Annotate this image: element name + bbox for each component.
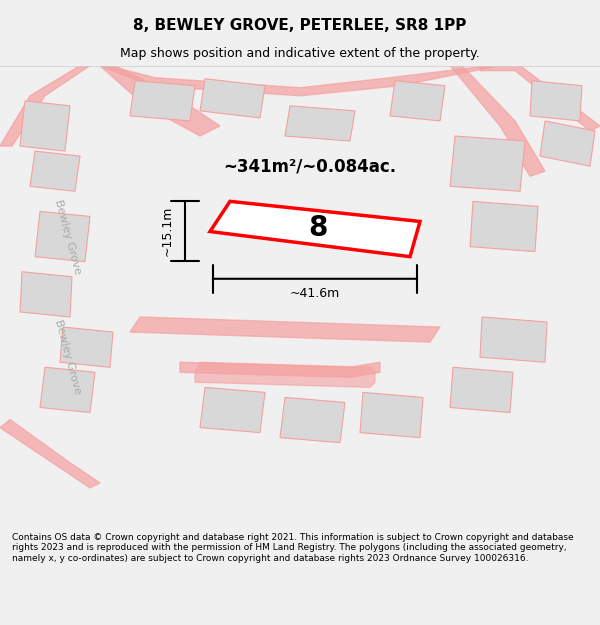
Text: Bewley Grove: Bewley Grove <box>53 319 83 396</box>
Text: ~41.6m: ~41.6m <box>290 288 340 301</box>
Polygon shape <box>200 79 265 118</box>
Polygon shape <box>390 81 445 121</box>
Polygon shape <box>210 201 420 257</box>
Polygon shape <box>450 136 525 191</box>
Text: Bewley Grove: Bewley Grove <box>53 198 83 275</box>
Polygon shape <box>40 368 95 413</box>
Polygon shape <box>540 121 595 166</box>
Text: ~341m²/~0.084ac.: ~341m²/~0.084ac. <box>223 157 397 175</box>
Polygon shape <box>100 66 220 136</box>
Polygon shape <box>30 151 80 191</box>
Polygon shape <box>180 362 380 378</box>
Polygon shape <box>20 101 70 151</box>
Polygon shape <box>285 106 355 141</box>
Polygon shape <box>280 398 345 442</box>
Polygon shape <box>0 419 100 488</box>
Text: ~15.1m: ~15.1m <box>161 206 173 256</box>
Polygon shape <box>530 81 582 121</box>
Polygon shape <box>450 66 545 176</box>
Polygon shape <box>480 317 547 362</box>
Text: Map shows position and indicative extent of the property.: Map shows position and indicative extent… <box>120 48 480 60</box>
Polygon shape <box>480 66 600 131</box>
Polygon shape <box>195 362 375 388</box>
Polygon shape <box>200 388 265 432</box>
Polygon shape <box>130 317 440 342</box>
Polygon shape <box>470 201 538 252</box>
Polygon shape <box>450 368 513 413</box>
Polygon shape <box>20 272 72 317</box>
Text: 8: 8 <box>308 214 327 242</box>
Text: 8, BEWLEY GROVE, PETERLEE, SR8 1PP: 8, BEWLEY GROVE, PETERLEE, SR8 1PP <box>133 18 467 33</box>
Polygon shape <box>35 211 90 262</box>
Polygon shape <box>0 66 90 146</box>
Text: Contains OS data © Crown copyright and database right 2021. This information is : Contains OS data © Crown copyright and d… <box>12 533 574 562</box>
Polygon shape <box>60 327 113 367</box>
Polygon shape <box>360 392 423 438</box>
Polygon shape <box>100 66 500 96</box>
Polygon shape <box>130 81 195 121</box>
